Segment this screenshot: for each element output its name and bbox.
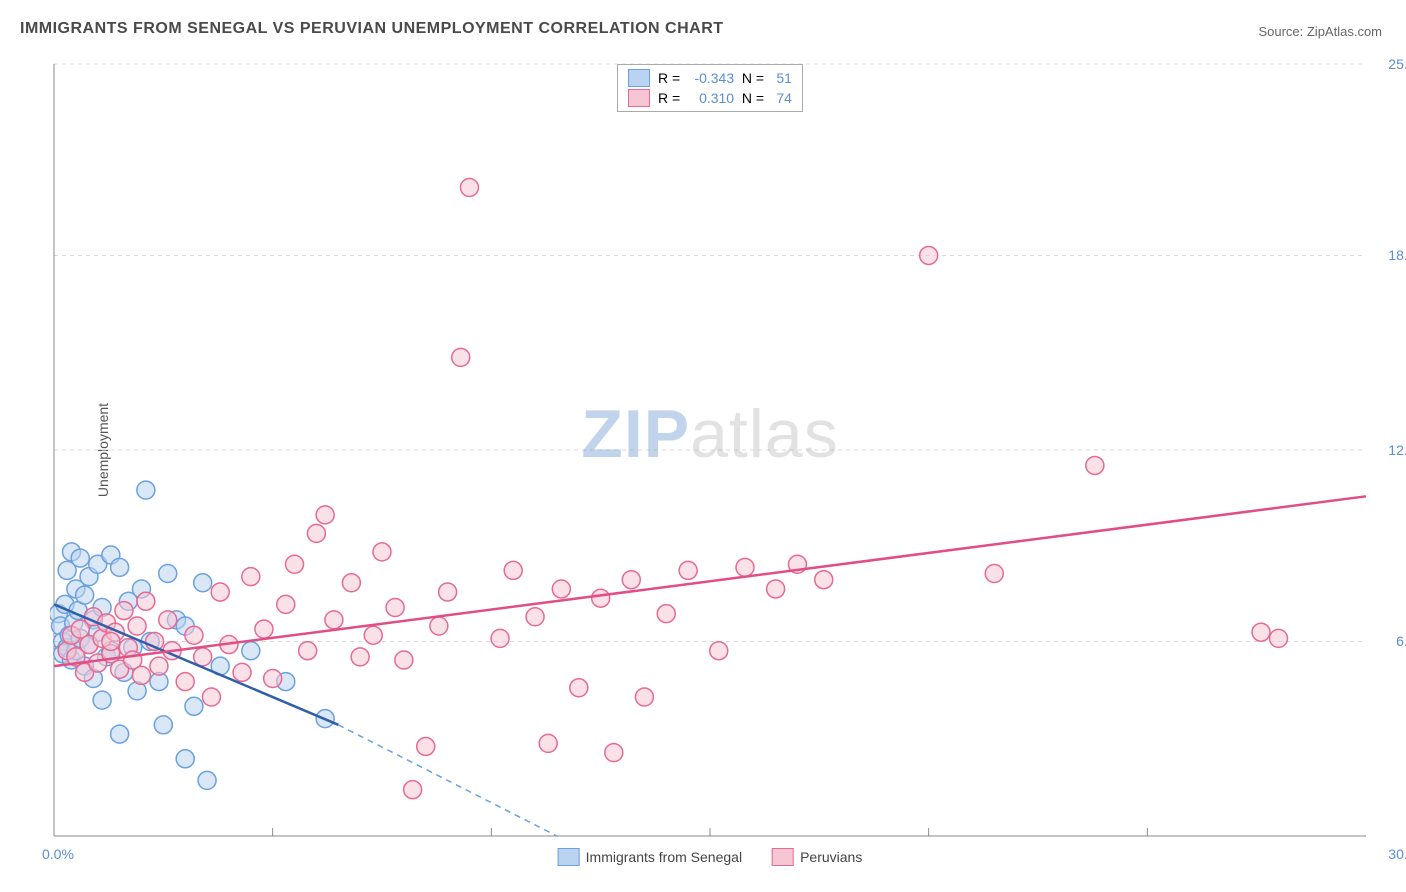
x-max-label: 30.0% xyxy=(1388,846,1406,862)
legend-stats: R = -0.343 N = 51 R = 0.310 N = 74 xyxy=(617,64,803,112)
chart-area: Unemployment ZIPatlas R = -0.343 N = 51 … xyxy=(50,60,1370,840)
legend-stats-row: R = 0.310 N = 74 xyxy=(628,89,792,107)
legend-item: Peruvians xyxy=(772,848,862,866)
y-tick-label: 18.8% xyxy=(1388,247,1406,263)
swatch-icon xyxy=(772,848,794,866)
swatch-icon xyxy=(628,89,650,107)
legend-stats-row: R = -0.343 N = 51 xyxy=(628,69,792,87)
y-tick-label: 25.0% xyxy=(1388,56,1406,72)
legend-series: Immigrants from Senegal Peruvians xyxy=(558,848,863,866)
swatch-icon xyxy=(558,848,580,866)
swatch-icon xyxy=(628,69,650,87)
source-label: Source: ZipAtlas.com xyxy=(1258,24,1382,39)
x-min-label: 0.0% xyxy=(42,846,74,862)
scatter-chart xyxy=(50,60,1370,840)
legend-item: Immigrants from Senegal xyxy=(558,848,742,866)
chart-title: IMMIGRANTS FROM SENEGAL VS PERUVIAN UNEM… xyxy=(20,20,724,38)
y-tick-label: 6.3% xyxy=(1396,633,1406,649)
y-tick-label: 12.5% xyxy=(1388,442,1406,458)
